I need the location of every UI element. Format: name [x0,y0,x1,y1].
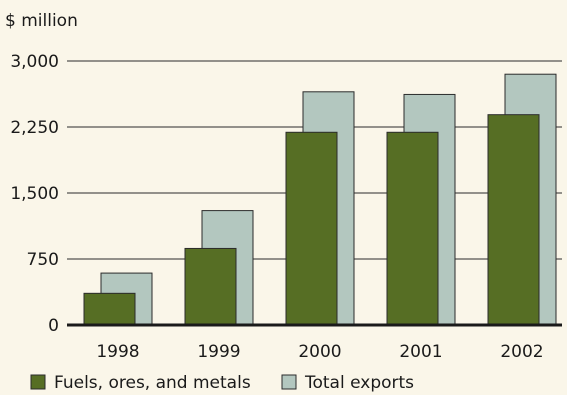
bar-fuels-ores-metals-2000 [285,131,338,326]
bar-fuels-ores-metals-1999 [184,247,237,326]
bar-fuels-ores-metals-2002 [487,114,540,326]
y-tick-label-4: 3,000 [10,52,59,72]
bar-fuels-ores-metals-2001 [386,131,439,326]
legend-swatch-total-exports [281,374,297,390]
y-tick-label-2: 1,500 [10,184,59,204]
y-unit-label: $ million [5,11,78,31]
y-tick-label-3: 2,250 [10,118,59,138]
x-tick-label-2000: 2000 [298,342,341,362]
x-tick-label-2002: 2002 [500,342,543,362]
y-tick-label-1: 750 [27,250,59,270]
legend-label-fuels-ores-and-metals: Fuels, ores, and metals [54,373,251,393]
legend-label-total-exports: Total exports [304,373,414,393]
y-tick-label-0: 0 [48,316,59,336]
x-tick-labels: 1998 1999 2000 2001 2002 [96,342,543,362]
y-tick-labels: 0 750 1,500 2,250 3,000 [10,52,59,336]
bars [83,73,557,326]
x-tick-label-2001: 2001 [399,342,442,362]
x-tick-label-1998: 1998 [96,342,139,362]
legend-swatch-fuels-ores-and-metals [30,374,46,390]
legend: Fuels, ores, and metals Total exports [30,373,414,393]
x-tick-label-1999: 1999 [197,342,240,362]
bar-fuels-ores-metals-1998 [83,292,136,326]
